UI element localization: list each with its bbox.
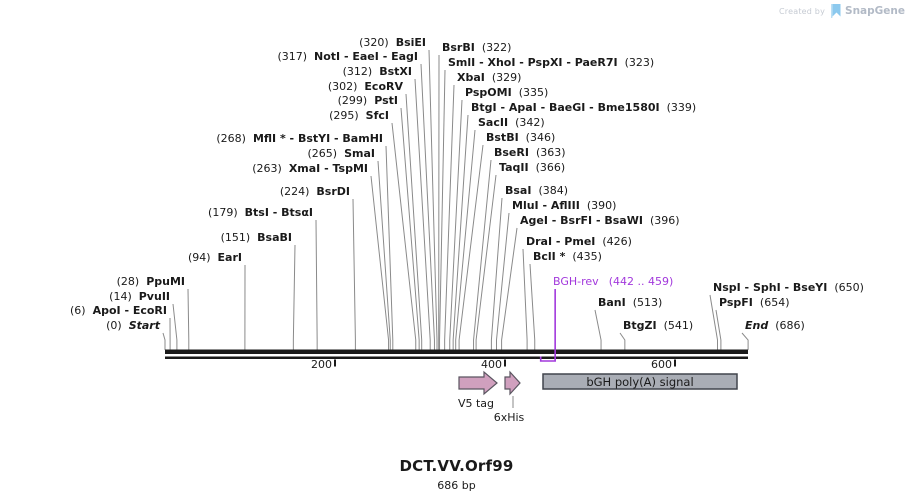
leader-line <box>428 49 438 350</box>
leader-line <box>377 160 391 350</box>
site-label-bseri: BseRI (363) <box>494 146 566 159</box>
site-label-bstxi: (312) BstXI <box>342 65 412 78</box>
leader-line <box>420 63 435 350</box>
site-label-btsi-bts-i: (179) BtsI - BtsαI <box>208 206 313 219</box>
site-label-drai-pmei: DraI - PmeI (426) <box>526 235 632 248</box>
primer-annealing-line <box>539 289 556 362</box>
site-label-sacii: SacII (342) <box>478 116 545 129</box>
site-label-bstbi: BstBI (346) <box>486 131 556 144</box>
site-label-xmai-tspmi: (263) XmaI - TspMI <box>252 162 368 175</box>
bgh-polya-label: bGH poly(A) signal <box>586 375 694 389</box>
site-label-bsabi: (151) BsaBI <box>220 231 292 244</box>
primer-range: (442 .. 459) <box>608 275 674 288</box>
site-label-agei-bsrfi-bsawi: AgeI - BsrFI - BsaWI (396) <box>520 214 680 227</box>
leader-line <box>391 122 417 350</box>
site-label-bani: BanI (513) <box>598 296 663 309</box>
site-label-btgzi: BtgZI (541) <box>623 319 694 332</box>
site-label-bcli: BclI * (435) <box>533 250 602 263</box>
site-label-ppumi: (28) PpuMI <box>116 275 185 288</box>
leader-line <box>715 309 722 350</box>
watermark-created-by: Created by <box>779 6 826 16</box>
leader-line <box>400 107 420 350</box>
leader-line <box>414 78 431 350</box>
site-label-sfci: (295) SfcI <box>329 109 389 122</box>
site-label-taqii: TaqII (366) <box>499 161 566 174</box>
leader-line <box>473 159 492 350</box>
site-label-pspfi: PspFI (654) <box>719 296 790 309</box>
title-block: DCT.VV.Orf99 686 bp <box>0 457 913 492</box>
site-label-psti: (299) PstI <box>337 94 398 107</box>
leader-line <box>490 197 503 350</box>
leader-line <box>501 227 518 350</box>
leader-line <box>709 294 718 350</box>
sequence-line-top <box>165 349 748 354</box>
site-label-bsrbi: BsrBI (322) <box>442 41 512 54</box>
leader-line <box>315 219 318 350</box>
site-label-bsai: BsaI (384) <box>505 184 569 197</box>
leader-line <box>452 114 469 350</box>
sequence-line-bottom <box>165 356 748 359</box>
his6-arrow <box>504 370 521 396</box>
ruler-tick-label: 400 <box>481 358 502 371</box>
site-label-bsiei: (320) BsiEI <box>359 36 426 49</box>
site-label-start: (0) Start <box>106 319 160 332</box>
primer-label-bgh-rev: BGH-rev (442 .. 459) <box>553 275 673 289</box>
site-label-ecorv: (302) EcoRV <box>327 80 403 93</box>
leader-line <box>439 69 446 350</box>
site-label-mfli-bstyi-bamhi: (268) MflI * - BstYI - BamHI <box>216 132 383 145</box>
leader-line <box>619 332 626 350</box>
v5-tag-label: V5 tag <box>457 397 495 410</box>
leader-line <box>496 212 510 350</box>
leader-line <box>385 145 394 350</box>
leader-line <box>172 303 178 350</box>
bgh-polya-box <box>542 373 738 390</box>
site-label-pspomi: PspOMI (335) <box>465 86 549 99</box>
leader-line <box>405 93 423 350</box>
ruler-tick-label: 600 <box>651 358 672 371</box>
site-label-mlui-afliii: MluI - AflIII (390) <box>512 199 617 212</box>
leader-line <box>455 129 476 350</box>
watermark: Created by SnapGene <box>779 4 905 18</box>
leader-line <box>449 99 463 350</box>
leader-line <box>162 332 166 350</box>
site-label-pvuii: (14) PvuII <box>109 290 170 303</box>
snapgene-logo-icon <box>831 4 841 18</box>
leader-line <box>741 332 749 350</box>
leader-line <box>444 84 455 350</box>
site-label-smai: (265) SmaI <box>307 147 376 160</box>
leader-line <box>475 174 497 350</box>
leader-line <box>522 248 528 350</box>
site-label-apoi-ecori: (6) ApoI - EcoRI <box>69 304 167 317</box>
site-label-eari: (94) EarI <box>187 251 242 264</box>
site-label-bsrdi: (224) BsrDI <box>279 185 350 198</box>
site-label-xbai: XbaI (329) <box>457 71 522 84</box>
leader-line <box>370 175 390 350</box>
leader-line <box>292 244 296 350</box>
primer-name: BGH-rev <box>553 275 599 288</box>
leader-line <box>187 288 190 350</box>
site-label-nspi-sphi-bseyi: NspI - SphI - BseYI (650) <box>713 281 864 294</box>
v5-tag-arrow <box>458 370 498 396</box>
ruler-tick-label: 200 <box>311 358 332 371</box>
watermark-brand: SnapGene <box>845 5 905 17</box>
site-label-smli-xhoi-pspxi-paer7i: SmlI - XhoI - PspXI - PaeR7I (323) <box>448 56 655 69</box>
site-label-btgi-apai-baegi-bme1580i: BtgI - ApaI - BaeGI - Bme1580I (339) <box>471 101 697 114</box>
leader-line <box>529 263 536 350</box>
site-label-noti-eaei-eagi: (317) NotI - EaeI - EagI <box>277 50 418 63</box>
site-label-end: End (686) <box>745 319 805 332</box>
leader-line <box>352 198 356 350</box>
map-title: DCT.VV.Orf99 <box>399 457 514 475</box>
leader-line <box>594 309 602 350</box>
leader-line <box>458 144 484 350</box>
his6-tag-label: 6xHis <box>493 411 525 424</box>
map-length: 686 bp <box>437 479 476 492</box>
